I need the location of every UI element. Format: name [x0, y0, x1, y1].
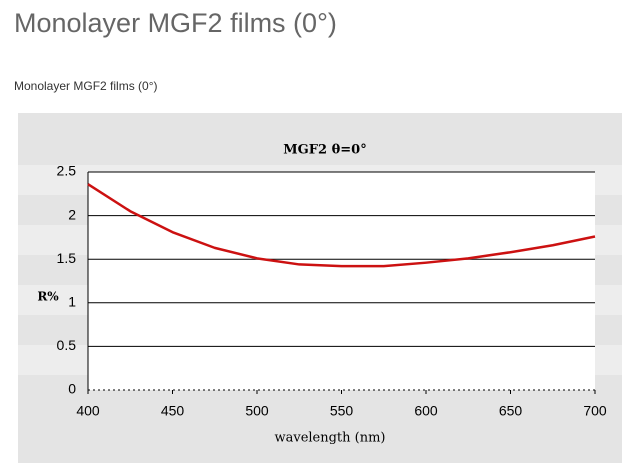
- y-tick-label: 1: [68, 294, 76, 310]
- x-tick-label: 600: [414, 403, 438, 419]
- y-tick-label: 2: [68, 206, 76, 222]
- data-line: [87, 183, 596, 268]
- x-axis-label: wavelength (nm): [274, 431, 385, 446]
- x-tick-label: 500: [245, 403, 269, 419]
- page-title: Monolayer MGF2 films (0°): [14, 8, 337, 38]
- caption: Monolayer MGF2 films (0°): [14, 79, 158, 93]
- x-tick-label: 450: [161, 403, 185, 419]
- x-tick-label: 650: [499, 403, 523, 419]
- y-tick-label: 1.5: [57, 250, 77, 266]
- y-tick-label: 0: [68, 381, 76, 397]
- x-tick-label: 550: [330, 403, 354, 419]
- y-tick-label: 2.5: [57, 163, 77, 179]
- x-tick-label: 700: [583, 403, 607, 419]
- plot-area: [88, 172, 595, 390]
- chart-title: MGF2 θ=0°: [283, 143, 366, 158]
- y-axis-label: R%: [37, 290, 59, 304]
- y-tick-label: 0.5: [57, 337, 77, 353]
- x-tick-label: 400: [76, 403, 100, 419]
